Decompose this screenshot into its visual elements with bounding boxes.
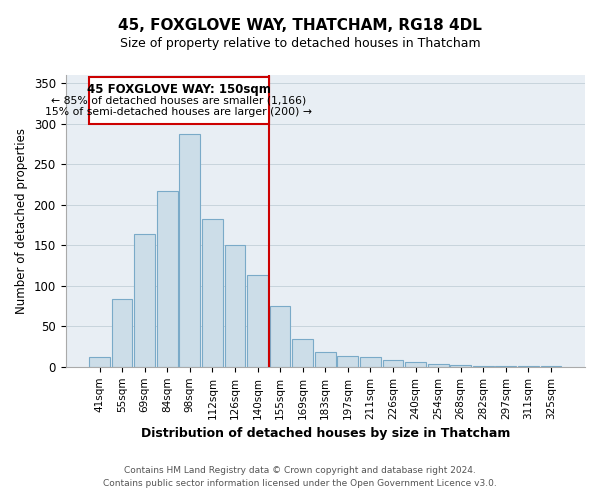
FancyBboxPatch shape bbox=[89, 76, 269, 124]
Text: 15% of semi-detached houses are larger (200) →: 15% of semi-detached houses are larger (… bbox=[45, 106, 312, 117]
Bar bbox=[292, 340, 313, 367]
Bar bbox=[496, 366, 516, 367]
Bar bbox=[157, 191, 178, 367]
Bar bbox=[179, 134, 200, 367]
Text: 45, FOXGLOVE WAY, THATCHAM, RG18 4DL: 45, FOXGLOVE WAY, THATCHAM, RG18 4DL bbox=[118, 18, 482, 32]
Y-axis label: Number of detached properties: Number of detached properties bbox=[15, 128, 28, 314]
Bar bbox=[315, 352, 335, 367]
Bar bbox=[383, 360, 403, 367]
Bar bbox=[428, 364, 449, 367]
Bar bbox=[405, 362, 426, 367]
Bar bbox=[89, 357, 110, 367]
Text: Size of property relative to detached houses in Thatcham: Size of property relative to detached ho… bbox=[119, 38, 481, 51]
Bar bbox=[541, 366, 562, 367]
Bar bbox=[112, 298, 133, 367]
Bar bbox=[337, 356, 358, 367]
Text: ← 85% of detached houses are smaller (1,166): ← 85% of detached houses are smaller (1,… bbox=[51, 96, 307, 106]
Bar bbox=[518, 366, 539, 367]
Bar bbox=[473, 366, 494, 367]
Bar bbox=[270, 306, 290, 367]
Bar bbox=[451, 365, 471, 367]
Text: 45 FOXGLOVE WAY: 150sqm: 45 FOXGLOVE WAY: 150sqm bbox=[87, 83, 271, 96]
Bar bbox=[224, 245, 245, 367]
Bar bbox=[202, 220, 223, 367]
Bar bbox=[360, 357, 381, 367]
Bar bbox=[247, 275, 268, 367]
Text: Contains HM Land Registry data © Crown copyright and database right 2024.
Contai: Contains HM Land Registry data © Crown c… bbox=[103, 466, 497, 487]
X-axis label: Distribution of detached houses by size in Thatcham: Distribution of detached houses by size … bbox=[140, 427, 510, 440]
Bar bbox=[134, 234, 155, 367]
